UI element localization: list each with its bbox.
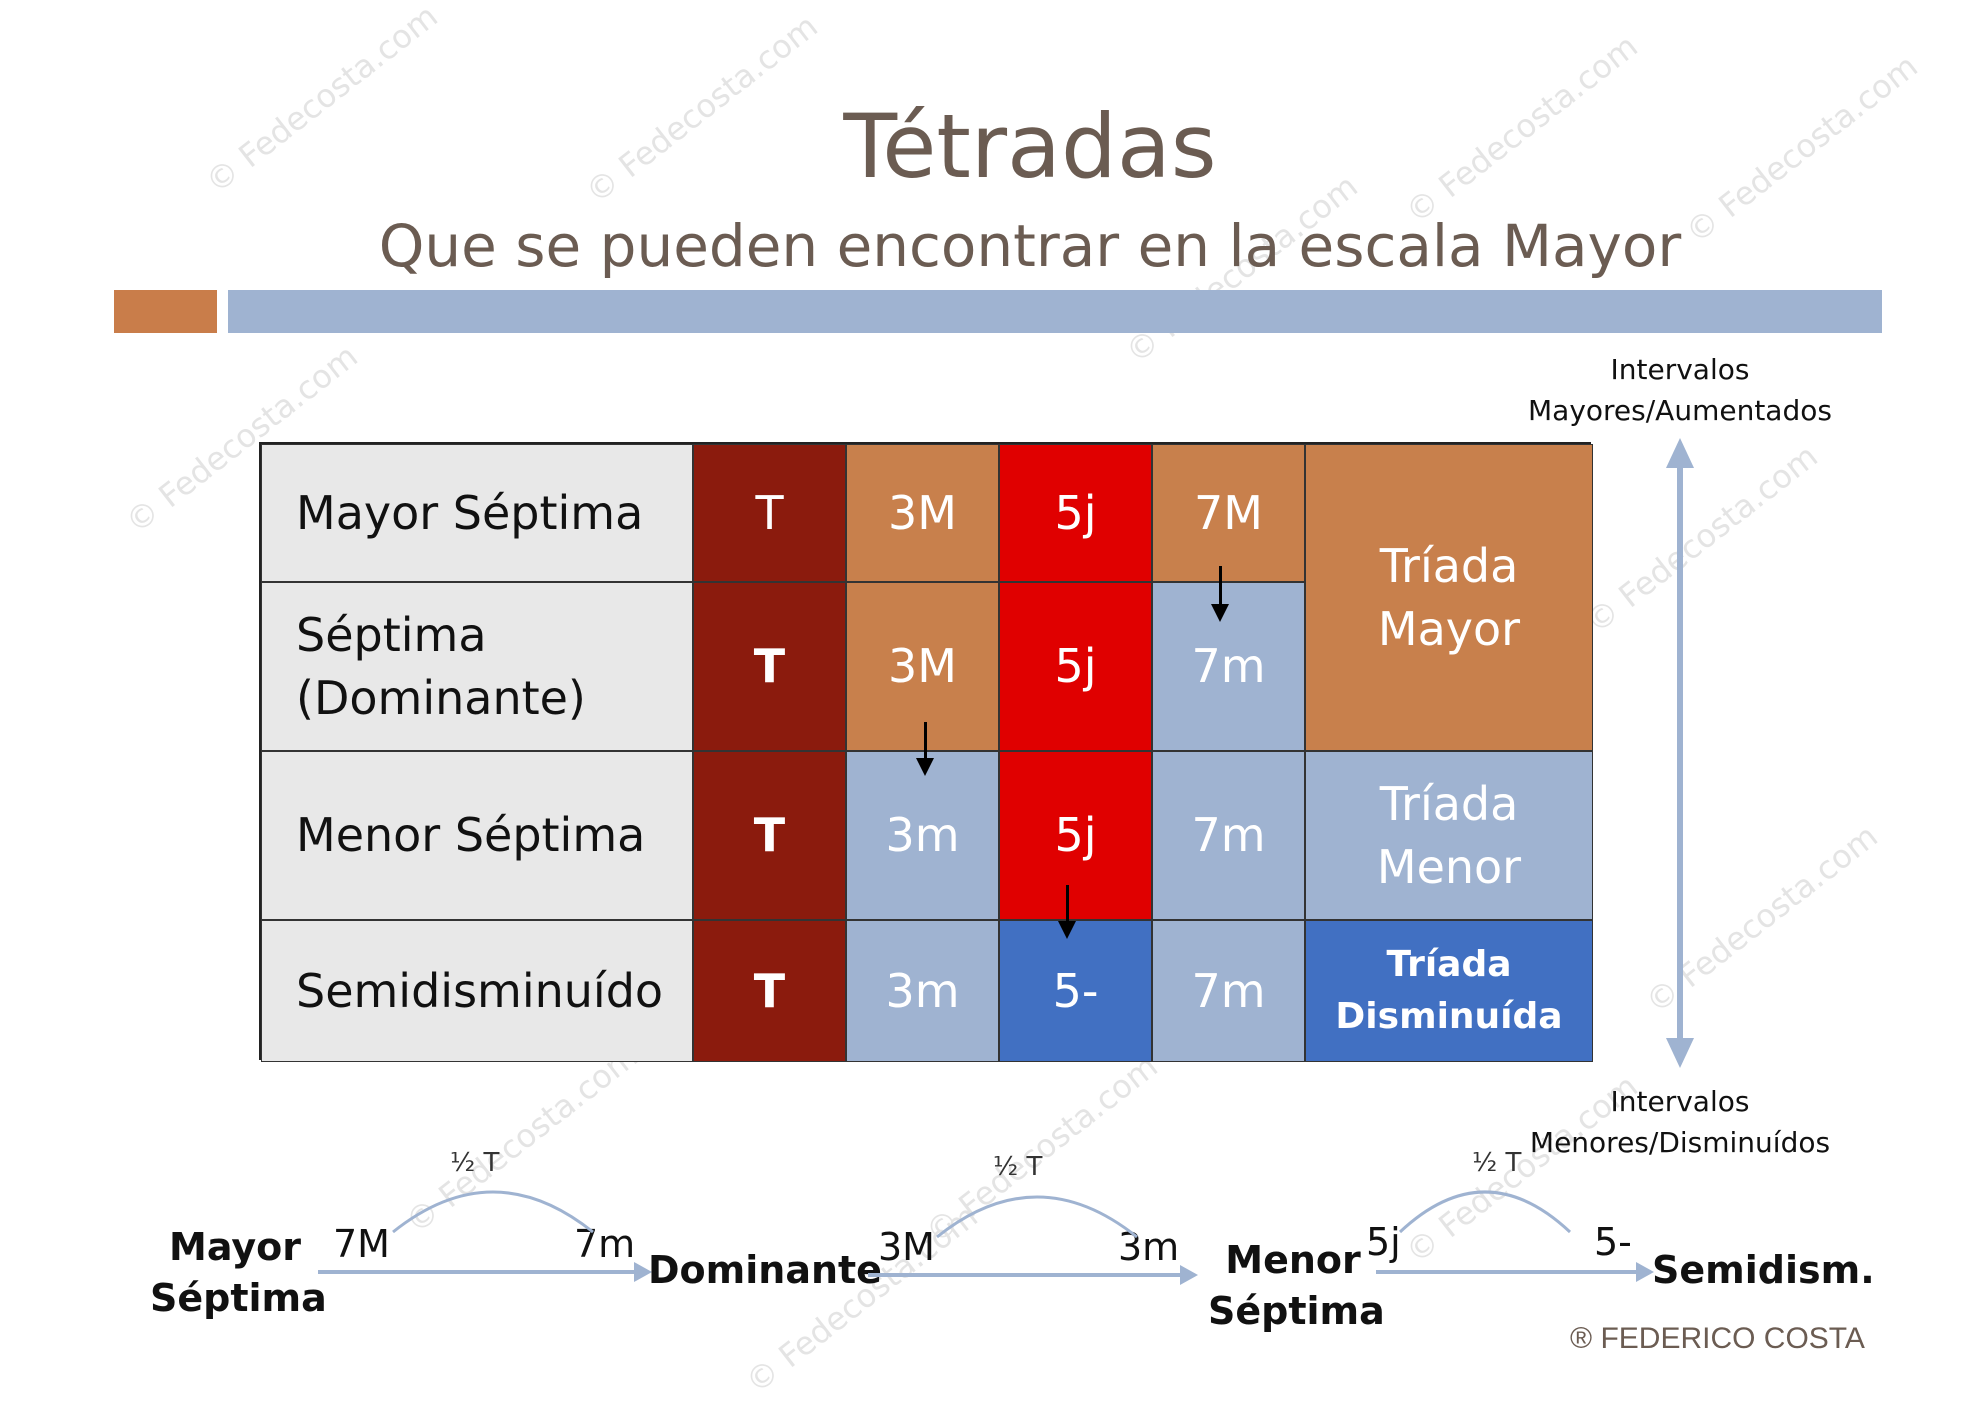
chord-half-diminished: Semidism. (1652, 1248, 1875, 1292)
cell-third: 3m (846, 920, 999, 1062)
chord-dominant: Dominante (648, 1248, 882, 1292)
cell-seventh: 7m (1152, 751, 1305, 920)
row-label-major-seventh: Mayor Séptima (261, 444, 693, 582)
semitone-arc (1398, 1190, 1572, 1234)
cell-seventh: 7M (1152, 444, 1305, 582)
row-label-minor-seventh: Menor Séptima (261, 751, 693, 920)
step-from: 7M (333, 1222, 390, 1266)
sequence-line (868, 1273, 1182, 1277)
chord-major-seventh: Mayor Séptima (150, 1225, 327, 1321)
cell-fifth: 5j (999, 582, 1152, 751)
cell-fifth: 5j (999, 751, 1152, 920)
arrow-down-icon (916, 722, 934, 776)
accent-bar-blue (228, 290, 1882, 333)
sequence-line (1376, 1270, 1638, 1274)
cell-seventh: 7m (1152, 920, 1305, 1062)
semitone-arc (936, 1195, 1138, 1239)
cell-third: 3M (846, 444, 999, 582)
cell-fifth: 5- (999, 920, 1152, 1062)
arrow-down-icon (1211, 566, 1229, 622)
cell-third: 3m (846, 751, 999, 920)
step-interval: ½ T (450, 1148, 500, 1178)
step-interval: ½ T (993, 1152, 1043, 1182)
watermark: © Fedecosta.com (1578, 436, 1825, 642)
side-label-major-intervals: Intervalos Mayores/Aumentados (1528, 353, 1832, 427)
arrow-right-icon (1636, 1262, 1654, 1282)
step-to: 5- (1594, 1220, 1632, 1264)
credit-text: ® FEDERICO COSTA (1570, 1322, 1865, 1355)
interval-scale-line (1677, 465, 1683, 1043)
page-subtitle: Que se pueden encontrar en la escala May… (378, 212, 1682, 280)
chord-minor-seventh: Menor Séptima (1208, 1238, 1385, 1334)
cell-tonic: T (693, 444, 846, 582)
cell-third: 3M (846, 582, 999, 751)
step-from: 5j (1366, 1220, 1401, 1264)
triad-major-text: Tríada Mayor (1377, 539, 1521, 656)
cell-tonic: T (693, 582, 846, 751)
step-to: 7m (574, 1222, 636, 1266)
triad-minor-text: Tríada Menor (1376, 777, 1522, 894)
cell-tonic: T (693, 920, 846, 1062)
accent-bar-orange (114, 290, 217, 333)
arrow-down-icon (1666, 1038, 1694, 1068)
triad-major-label: Tríada Mayor (1305, 444, 1593, 751)
step-from: 3M (878, 1225, 935, 1269)
cell-fifth: 5j (999, 444, 1152, 582)
tetrad-table: Mayor Séptima T 3M 5j 7M Tríada Mayor Sé… (259, 442, 1593, 1062)
side-label-minor-intervals: Intervalos Menores/Disminuídos (1529, 1085, 1831, 1159)
arrow-down-icon (1058, 885, 1076, 939)
row-label-half-diminished: Semidisminuído (261, 920, 693, 1062)
cell-tonic: T (693, 751, 846, 920)
triad-diminished-text: Tríada Disminuída (1335, 943, 1563, 1037)
sequence-line (318, 1270, 636, 1274)
semitone-arc (392, 1190, 594, 1234)
step-to: 3m (1118, 1225, 1180, 1269)
watermark: © Fedecosta.com (1638, 816, 1885, 1022)
arrow-right-icon (1180, 1265, 1198, 1285)
row-label-dominant-seventh: Séptima (Dominante) (261, 582, 693, 751)
page-title: Tétradas (843, 95, 1217, 198)
triad-diminished-label: Tríada Disminuída (1305, 920, 1593, 1062)
arrow-right-icon (634, 1262, 652, 1282)
triad-minor-label: Tríada Menor (1305, 751, 1593, 920)
step-interval: ½ T (1472, 1148, 1522, 1178)
arrow-up-icon (1666, 438, 1694, 468)
